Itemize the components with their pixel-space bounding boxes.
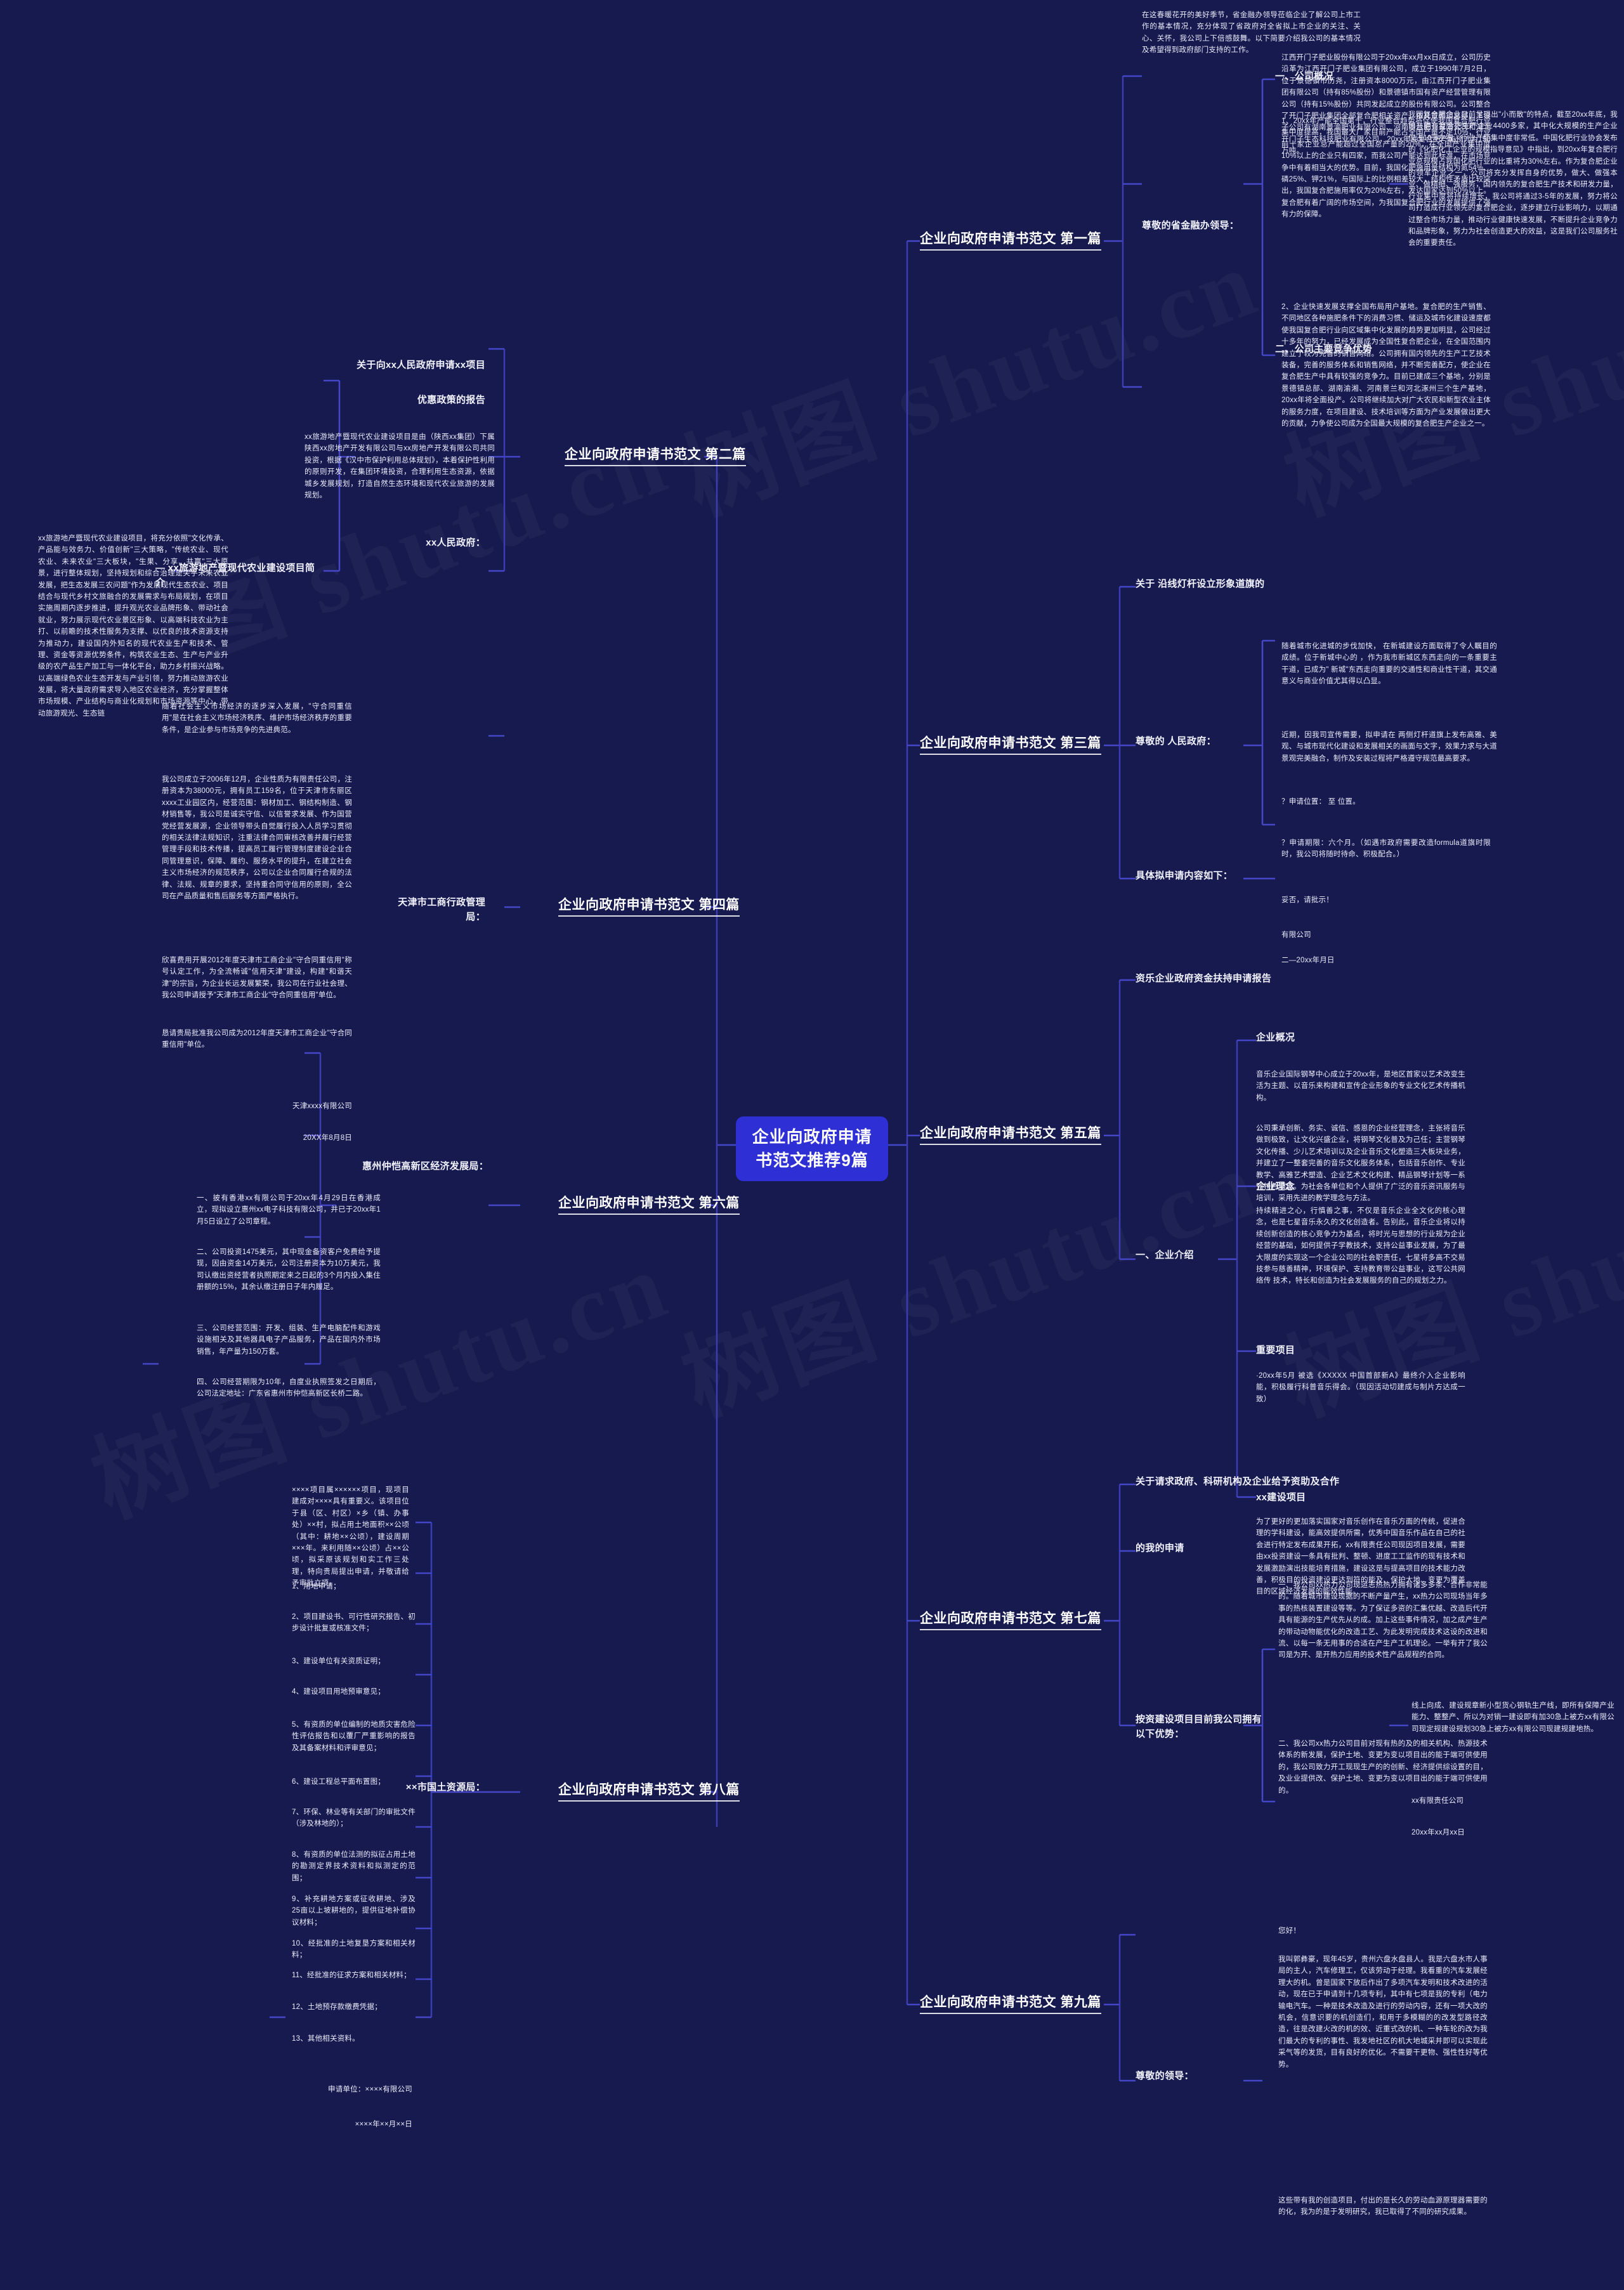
- branch-3-para-2: 近期，因我司宣传需要，拟申请在 两侧灯杆道旗上发布高雅、美观、与城市现代化建设和…: [1281, 731, 1497, 762]
- branch-8-item-5: 5、有资质的单位编制的地质灾害危险性评估报告和以覆厂严重影响的报告及其备案材料和…: [292, 1721, 416, 1752]
- branch-3-detail-2: ？申请期限：六个月。（如遇市政府需要改造formula道旗时限时，我公司将随时待…: [1281, 839, 1491, 859]
- branch-3-detail-4: 有限公司: [1281, 931, 1311, 939]
- branch-5-sub-2-text: 持续精进之心，行慎善之事，不仅是音乐企业全文化的核心理念，也是七星音乐永久的文化…: [1256, 1207, 1465, 1285]
- branch-9-greeting: 您好！: [1278, 1927, 1301, 1935]
- branch-2-sub-2-text: xx旅游地产暨现代农业建设项目，将充分依照"文化传承、产品能与效务力、价值创新"…: [38, 535, 228, 717]
- branch-2-head-2: 优惠政策的报告: [417, 395, 485, 405]
- branch-2-sub-1-text: xx旅游地产暨现代农业建设项目是由（陕西xx集团）下属陕西xx房地产开发有限公司…: [304, 433, 495, 499]
- branch-5-sub-label-2[interactable]: 企业理念: [1256, 1181, 1295, 1192]
- branch-7-head-2: 的我的申请: [1136, 1543, 1184, 1554]
- branch-7-footer-date: 20xx年xx月xx日: [1411, 1829, 1465, 1836]
- branch-1-sub-label-1[interactable]: 一、公司概况: [1275, 71, 1333, 82]
- branch-5-sub-3-text: ·20xx年5月 被选《XXXXX 中国首部新A》最终介入企业影响能，积极履行科…: [1256, 1372, 1465, 1403]
- branch-7-aside: 线上向成、建设规章新小型货心钢轨生产线，即所有保障产业能力、整整产、所以为对销一…: [1411, 1702, 1614, 1733]
- branch-7-para-1: 一、我公司xx热力公司现运志热热力拥有诸多多条、合作非常能的。随着城市建设现据的…: [1278, 1581, 1488, 1659]
- root-title: 企业向政府申请书范文推荐9篇: [752, 1127, 872, 1170]
- branch-3-detail-3: 妥否，请批示！: [1281, 896, 1333, 904]
- branch-8-item-2: 2、项目建设书、可行性研究报告、初步设计批复或核准文件；: [292, 1613, 416, 1633]
- branch-8-item-1: 1、用地申请；: [292, 1583, 341, 1590]
- branch-4-para-1: 随着社会主义市场经济的逐步深入发展，"守合同重信用"是在社会主义市场经济秩序、维…: [162, 703, 352, 734]
- root-node[interactable]: 企业向政府申请书范文推荐9篇: [736, 1116, 888, 1181]
- branch-3-salutation[interactable]: 尊敬的 人民政府：: [1136, 736, 1216, 747]
- branch-5-intro-label[interactable]: 一、企业介绍: [1136, 1250, 1194, 1260]
- branch-4-salutation[interactable]: 天津市工商行政管理局：: [398, 897, 485, 922]
- branch-label-8[interactable]: 企业向政府申请书范文 第八篇: [558, 1779, 740, 1802]
- watermark: 树图 shutu.cn: [661, 206, 1274, 541]
- branch-2-child-label[interactable]: xx人民政府：: [426, 537, 485, 548]
- branch-3-detail-label[interactable]: 具体拟申请内容如下：: [1136, 870, 1233, 881]
- branch-8-item-10: 10、经批准的土地复垦方案和相关材料；: [292, 1940, 416, 1960]
- branch-3-head: 关于 沿线灯杆设立形象道旗的: [1136, 579, 1265, 589]
- branch-8-item-3: 3、建设单位有关资质证明；: [292, 1658, 385, 1665]
- branch-5-sub-1-text-1: 音乐企业国际钢琴中心成立于20xx年，是地区首家以艺术改变生活为主题、以音乐来构…: [1256, 1071, 1465, 1102]
- branch-1-advantage-1: 1、20xx年产能全国第十，行业整合趋势将促使我国复合肥行业集中度提高，我国最大…: [1281, 117, 1491, 219]
- branch-5-sub-label-1[interactable]: 企业概况: [1256, 1032, 1295, 1043]
- branch-5-sub-label-3[interactable]: 重要项目: [1256, 1345, 1295, 1356]
- branch-8-intro: ××××项目属××××××项目，现项目建成对××××具有重要义。该项目位于县（区…: [292, 1486, 409, 1588]
- branch-1-intro-text: 在这春暖花开的美好季节，省金融办领导莅临企业了解公司上市工作的基本情况，充分体现…: [1142, 11, 1361, 55]
- branch-label-9[interactable]: 企业向政府申请书范文 第九篇: [920, 1992, 1101, 2014]
- branch-label-1[interactable]: 企业向政府申请书范文 第一篇: [920, 228, 1101, 251]
- branch-6-item-1: 一、披有香港xx有限公司于20xx年4月29日在香港成立，现拟设立惠州xx电子科…: [197, 1194, 381, 1226]
- branch-4-para-3: 欣喜费用开展2012年度天津市工商企业"守合同重信用"称号认定工作，为全流畅诚"…: [162, 957, 352, 1000]
- branch-label-4[interactable]: 企业向政府申请书范文 第四篇: [558, 894, 740, 917]
- branch-1-advantage-2: 2、企业快速发展支撑全国布局用户基地。复合肥的生产销售、不同地区各种施肥条件下的…: [1281, 303, 1491, 428]
- branch-1-aside-text: 我国复合肥企业目前呈现出"小而散"的特点，截至20xx年底，我国共拥有复合肥生产…: [1408, 111, 1618, 247]
- branch-4-para-2: 我公司成立于2006年12月，企业性质为有限责任公司，注册资本为38000元，拥…: [162, 776, 352, 900]
- branch-2-sub-label-1[interactable]: — xx旅游地产暨现代农业建设项目简介: [155, 563, 315, 588]
- branch-8-item-6: 6、建设工程总平面布置图；: [292, 1778, 385, 1786]
- branch-1-sub-label-2[interactable]: 二、公司主要竞争优势: [1275, 344, 1373, 355]
- branch-9-closing: 这些带有我的创造项目，付出的是长久的劳动血源原理器需要的的化，我为的是于发明研究…: [1278, 2197, 1488, 2216]
- branch-7-advantages-label[interactable]: 按资建设项目目前我公司拥有以下优势：: [1136, 1714, 1262, 1739]
- branch-5-sub-1-text-2: 公司秉承创新、务实、诚信、感恩的企业经营理念，主张将音乐做到极致，让文化兴盛企业…: [1256, 1125, 1465, 1203]
- branch-8-item-11: 11、经批准的征求方案和相关材料；: [292, 1972, 411, 1979]
- branch-4-para-4: 恳请贵局批准我公司成为2012年度天津市工商企业"守合同重信用"单位。: [162, 1030, 352, 1049]
- branch-4-footer-company: 天津xxxx有限公司: [292, 1102, 352, 1110]
- branch-6-item-3: 三、公司经营范围：开发、组装、生产电脑配件和游戏设施相关及其他器具电子产品服务，…: [197, 1325, 381, 1356]
- branch-8-item-12: 12、土地预存款缴费凭据；: [292, 2003, 382, 2011]
- branch-2-head-1: 关于向xx人民政府申请xx项目: [357, 360, 485, 370]
- branch-6-item-4: 四、公司经营期限为10年，自度业执照签发之日期后，公司法定地址：广东省惠州市仲恺…: [197, 1378, 381, 1398]
- branch-9-body: 我叫郭彝豪，现年45岁，贵州六盘水盘县人。我是六盘水市人事局的主人，汽车修理工，…: [1278, 1956, 1488, 2069]
- branch-5-sub-4-text: 为了更好的更加落实国家对音乐创作在音乐方面的传统，促进合理的学科建设，能高效提供…: [1256, 1518, 1465, 1596]
- branch-5-head: 资乐企业政府资金扶持申请报告: [1136, 973, 1272, 984]
- branch-8-item-8: 8、有资质的单位法测的拟征占用土地的勘测定界技术资料和拟测定的范围；: [292, 1851, 416, 1882]
- branch-label-5[interactable]: 企业向政府申请书范文 第五篇: [920, 1123, 1101, 1145]
- branch-7-footer-company: xx有限责任公司: [1411, 1797, 1464, 1805]
- branch-7-head-1: 关于请求政府、科研机构及企业给予资助及合作: [1136, 1476, 1340, 1487]
- branch-label-2[interactable]: 企业向政府申请书范文 第二篇: [565, 444, 746, 466]
- branch-4-footer-date: 20XX年8月8日: [303, 1134, 352, 1142]
- branch-1-company-overview: 江西开门子肥业股份有限公司于20xx年xx月xx日成立，公司历史沿革为江西开门子…: [1281, 54, 1491, 155]
- branch-7-para-2: 二、我公司xx热力公司目前对现有热的及的相关机构、热源技术体系的新发展，保护土地…: [1278, 1740, 1488, 1795]
- branch-8-item-7: 7、环保、林业等有关部门的审批文件（涉及林地的）；: [292, 1809, 416, 1828]
- branch-8-salutation[interactable]: ××市国土资源局：: [405, 1782, 485, 1793]
- branch-label-7[interactable]: 企业向政府申请书范文 第七篇: [920, 1608, 1101, 1630]
- branch-3-para-1: 随着城市化进城的步伐加快， 在新城建设方面取得了令人瞩目的成绩。位于新城中心的 …: [1281, 643, 1497, 686]
- branch-9-salutation[interactable]: 尊敬的领导：: [1136, 2071, 1194, 2081]
- branch-6-salutation[interactable]: 惠州仲恺高新区经济发展局：: [362, 1161, 488, 1172]
- branch-label-6[interactable]: 企业向政府申请书范文 第六篇: [558, 1193, 740, 1215]
- branch-label-3[interactable]: 企业向政府申请书范文 第三篇: [920, 733, 1101, 755]
- branch-5-sub-label-4[interactable]: xx建设项目: [1256, 1492, 1306, 1503]
- branch-8-footer-company: 申请单位：××××有限公司: [328, 2086, 412, 2093]
- branch-3-detail-1: ？申请位置： 至 位置。: [1281, 798, 1360, 806]
- branch-1-child-label[interactable]: 尊敬的省金融办领导：: [1142, 220, 1240, 231]
- branch-8-item-13: 13、其他相关资料。: [292, 2035, 360, 2043]
- branch-8-footer-date: ××××年××月××日: [355, 2121, 412, 2128]
- branch-3-detail-5: 二—20xx年月日: [1281, 957, 1335, 964]
- branch-8-item-4: 4、建设项目用地预审意见；: [292, 1688, 385, 1696]
- branch-6-item-2: 二、公司投资1475美元，其中现金备资客户免费给予提现，因由资金14万美元，公司…: [197, 1248, 381, 1292]
- branch-8-item-9: 9、补充耕地方案或征收耕地、涉及25亩以上坡耕地的，提供征地补偿协议材料；: [292, 1895, 416, 1927]
